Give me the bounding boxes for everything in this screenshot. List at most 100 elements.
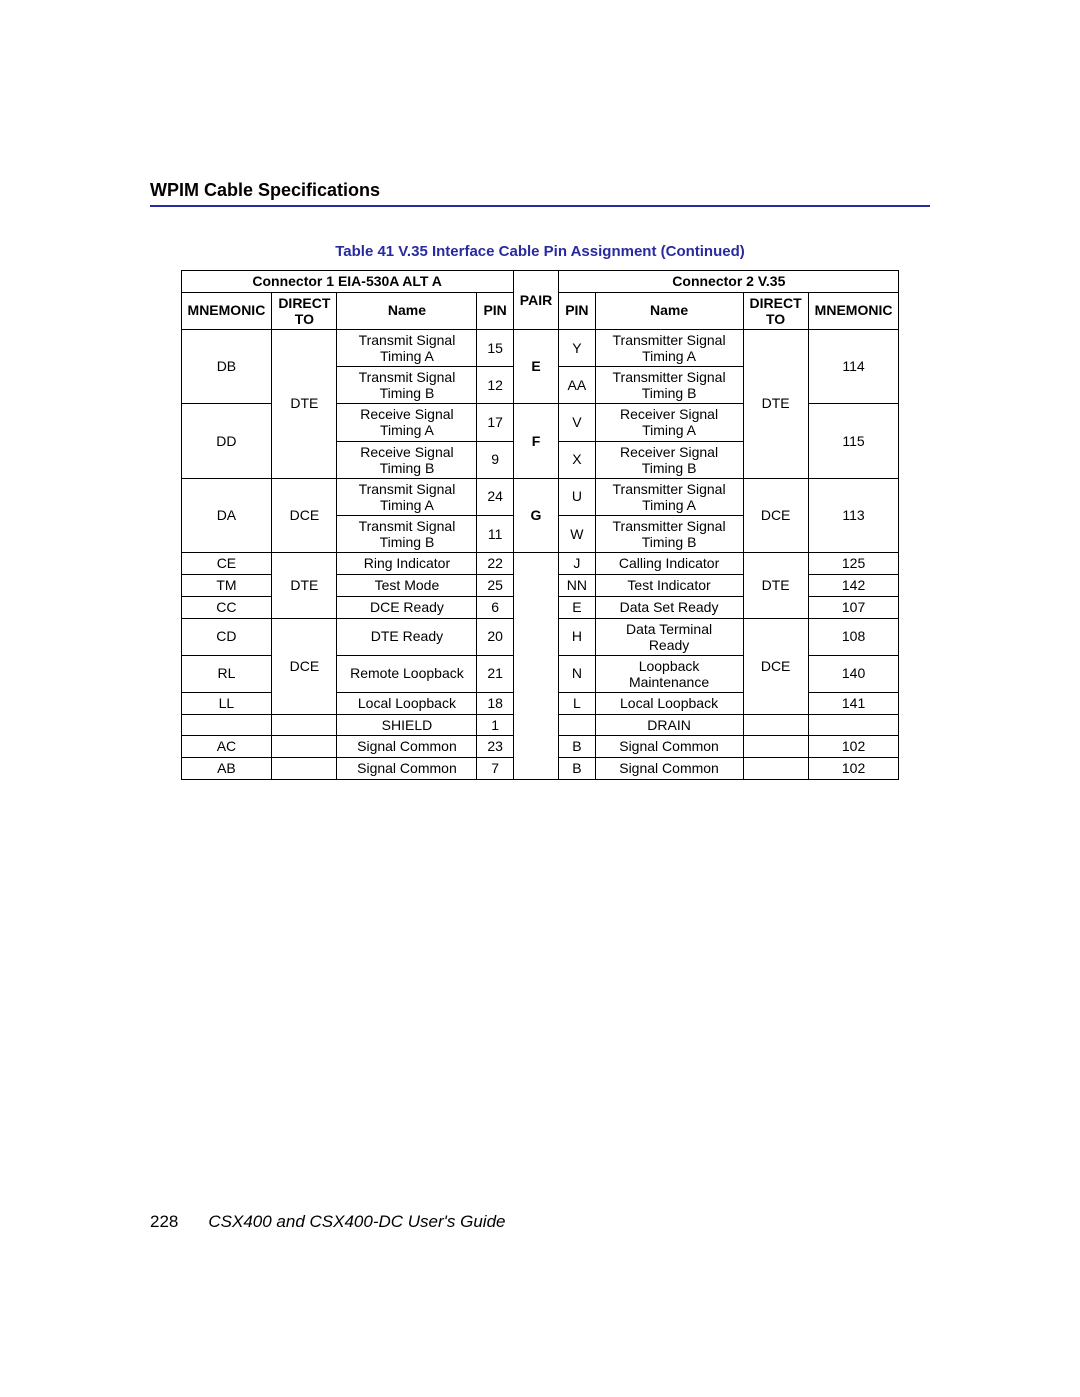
cell-name: Transmit SignalTiming A	[337, 329, 477, 366]
cell-direct-to	[272, 736, 337, 758]
cell-mnemonic: DB	[181, 329, 272, 403]
cell-direct-to	[272, 714, 337, 736]
pin-assignment-table: Connector 1 EIA-530A ALT A PAIR Connecto…	[181, 270, 900, 780]
cell-name: Signal Common	[337, 736, 477, 758]
cell-mnemonic: 108	[808, 618, 899, 655]
cell-pin: 1	[477, 714, 513, 736]
cell-mnemonic: TM	[181, 574, 272, 596]
cell-name: Signal Common	[337, 758, 477, 780]
header-name-2: Name	[595, 292, 743, 329]
cell-direct-to	[272, 758, 337, 780]
cell-direct-to: DCE	[743, 478, 808, 552]
table-title: Table 41 V.35 Interface Cable Pin Assign…	[150, 243, 930, 260]
header-connector-2: Connector 2 V.35	[559, 271, 899, 293]
cell-mnemonic: DA	[181, 478, 272, 552]
cell-name: Receive SignalTiming A	[337, 404, 477, 441]
cell-direct-to: DCE	[272, 478, 337, 552]
cell-pin: 7	[477, 758, 513, 780]
cell-name: LoopbackMaintenance	[595, 655, 743, 692]
cell-mnemonic: 107	[808, 596, 899, 618]
cell-pin: H	[559, 618, 595, 655]
cell-direct-to: DCE	[743, 618, 808, 714]
cell-pin: 24	[477, 478, 513, 515]
header-connector-1: Connector 1 EIA-530A ALT A	[181, 271, 513, 293]
cell-direct-to	[743, 758, 808, 780]
cell-mnemonic: AB	[181, 758, 272, 780]
cell-pin: NN	[559, 574, 595, 596]
cell-pair: G	[513, 478, 558, 552]
cell-name: Local Loopback	[337, 692, 477, 714]
cell-pin: 25	[477, 574, 513, 596]
cell-name: Transmitter SignalTiming A	[595, 329, 743, 366]
page: WPIM Cable Specifications Table 41 V.35 …	[0, 0, 1080, 1397]
cell-pin: 15	[477, 329, 513, 366]
page-number: 228	[150, 1212, 178, 1231]
cell-mnemonic: CD	[181, 618, 272, 655]
cell-mnemonic: CC	[181, 596, 272, 618]
cell-pin: B	[559, 758, 595, 780]
cell-name: Transmitter SignalTiming A	[595, 478, 743, 515]
cell-mnemonic: 115	[808, 404, 899, 478]
cell-pin: 11	[477, 515, 513, 552]
header-pin-2: PIN	[559, 292, 595, 329]
cell-name: DCE Ready	[337, 596, 477, 618]
section-rule	[150, 205, 930, 207]
cell-pin: 23	[477, 736, 513, 758]
cell-pin: 22	[477, 553, 513, 575]
cell-name: DTE Ready	[337, 618, 477, 655]
cell-mnemonic: RL	[181, 655, 272, 692]
cell-name: Transmit SignalTiming B	[337, 515, 477, 552]
cell-mnemonic: 113	[808, 478, 899, 552]
header-mnemonic-2: MNEMONIC	[808, 292, 899, 329]
cell-name: Signal Common	[595, 736, 743, 758]
cell-pin: N	[559, 655, 595, 692]
cell-direct-to	[743, 714, 808, 736]
cell-mnemonic: 102	[808, 758, 899, 780]
cell-name: Receive SignalTiming B	[337, 441, 477, 478]
cell-mnemonic	[181, 714, 272, 736]
cell-mnemonic: 125	[808, 553, 899, 575]
cell-name: SHIELD	[337, 714, 477, 736]
header-pin-1: PIN	[477, 292, 513, 329]
cell-name: Transmitter SignalTiming B	[595, 515, 743, 552]
cell-name: Transmitter SignalTiming B	[595, 367, 743, 404]
cell-pin: W	[559, 515, 595, 552]
cell-name: Ring Indicator	[337, 553, 477, 575]
cell-direct-to	[743, 736, 808, 758]
cell-pin: X	[559, 441, 595, 478]
table-row: DB DTE Transmit SignalTiming A 15 E Y Tr…	[181, 329, 899, 366]
cell-mnemonic: AC	[181, 736, 272, 758]
cell-mnemonic	[808, 714, 899, 736]
cell-name: Transmit SignalTiming B	[337, 367, 477, 404]
header-direct-to-1: DIRECTTO	[272, 292, 337, 329]
table-row: DA DCE Transmit SignalTiming A 24 G U Tr…	[181, 478, 899, 515]
cell-name: Receiver SignalTiming A	[595, 404, 743, 441]
cell-name: Local Loopback	[595, 692, 743, 714]
cell-mnemonic: 141	[808, 692, 899, 714]
cell-pin	[559, 714, 595, 736]
cell-pin: 20	[477, 618, 513, 655]
cell-name: Transmit SignalTiming A	[337, 478, 477, 515]
cell-name: Receiver SignalTiming B	[595, 441, 743, 478]
header-pair: PAIR	[513, 271, 558, 330]
cell-mnemonic: DD	[181, 404, 272, 478]
cell-name: Calling Indicator	[595, 553, 743, 575]
page-footer: 228 CSX400 and CSX400-DC User's Guide	[150, 1212, 506, 1232]
cell-direct-to: DTE	[743, 329, 808, 478]
cell-pin: 18	[477, 692, 513, 714]
cell-name: Test Mode	[337, 574, 477, 596]
cell-name: Signal Common	[595, 758, 743, 780]
cell-mnemonic: LL	[181, 692, 272, 714]
header-mnemonic-1: MNEMONIC	[181, 292, 272, 329]
cell-pin: B	[559, 736, 595, 758]
cell-pair: E	[513, 329, 558, 403]
table-row: Connector 1 EIA-530A ALT A PAIR Connecto…	[181, 271, 899, 293]
cell-pin: Y	[559, 329, 595, 366]
header-direct-to-2: DIRECTTO	[743, 292, 808, 329]
footer-title: CSX400 and CSX400-DC User's Guide	[208, 1212, 505, 1231]
cell-pin: 12	[477, 367, 513, 404]
cell-name: Test Indicator	[595, 574, 743, 596]
cell-mnemonic: 140	[808, 655, 899, 692]
cell-pin: L	[559, 692, 595, 714]
cell-direct-to: DTE	[272, 329, 337, 478]
